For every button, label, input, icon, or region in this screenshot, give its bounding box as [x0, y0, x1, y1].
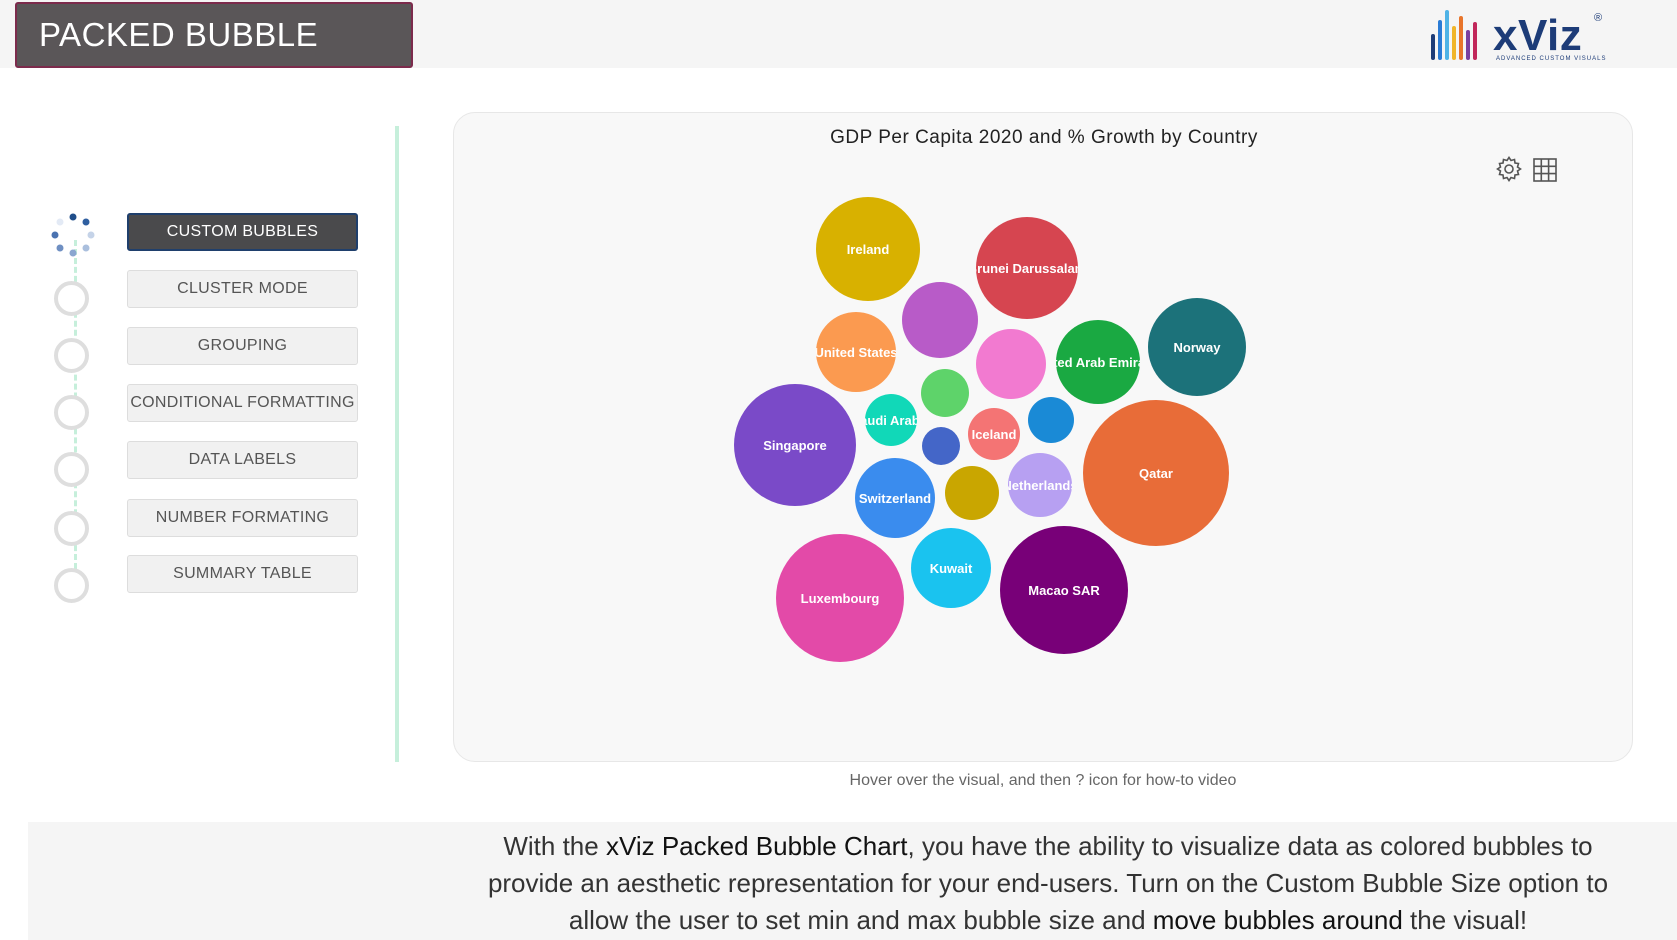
logo-registered: ® — [1594, 12, 1603, 24]
page-title: PACKED BUBBLE CHART — [15, 2, 413, 115]
logo-bar — [1431, 34, 1435, 60]
bubble-circle[interactable] — [968, 408, 1020, 460]
bubble-label: Qatar — [1139, 466, 1173, 481]
conditional-formatting-button[interactable]: CONDITIONAL FORMATTING — [127, 384, 358, 422]
bubble-circle[interactable] — [945, 466, 999, 520]
bubble[interactable]: Singapore — [734, 384, 856, 506]
bubble-circle[interactable] — [976, 329, 1046, 399]
bubble-label: Netherlands — [1002, 478, 1077, 493]
bubble[interactable]: Norway — [1148, 298, 1246, 396]
hint-text: Hover over the visual, and then ? icon f… — [849, 772, 1237, 789]
bubble[interactable]: Saudi Arabia — [852, 394, 932, 446]
bubble-circle[interactable] — [1056, 320, 1140, 404]
bubble-label: United Arab Emirates — [1032, 355, 1164, 370]
bubble-circle[interactable] — [902, 282, 978, 358]
bubble[interactable]: Netherlands — [1002, 453, 1077, 517]
bubble[interactable] — [921, 369, 969, 417]
number-formating-button[interactable]: NUMBER FORMATING — [127, 499, 358, 537]
bubble-circle[interactable] — [816, 197, 920, 301]
bubble-circle[interactable] — [1000, 526, 1128, 654]
bubble-circle[interactable] — [734, 384, 856, 506]
header-bar: PACKED BUBBLE CHART xViz ® ADVANCED CUST… — [0, 0, 1677, 115]
description-text: With the xViz Packed Bubble Chart, you h… — [478, 828, 1618, 939]
logo-bar — [1438, 20, 1442, 60]
step-circle — [54, 281, 89, 316]
bubble-label: Luxembourg — [801, 591, 880, 606]
gear-icon[interactable] — [1495, 155, 1523, 183]
bubble-label: Kuwait — [930, 561, 973, 576]
logo-subtitle: ADVANCED CUSTOM VISUALS — [1496, 56, 1607, 62]
bubble-chart-card[interactable]: GDP Per Capita 2020 and % Growth by Coun… — [453, 112, 1633, 762]
bubble[interactable]: United Arab Emirates — [1032, 320, 1164, 404]
bubble-label: United States — [814, 345, 897, 360]
bubble-label: Brunei Darussalam — [968, 261, 1087, 276]
bubble-label: Iceland — [972, 427, 1017, 442]
data-labels-button[interactable]: DATA LABELS — [127, 441, 358, 479]
bubble-circle[interactable] — [976, 217, 1078, 319]
step-circle — [54, 395, 89, 430]
logo-bar — [1473, 22, 1477, 60]
bubble-chart[interactable]: Ireland Brunei Darussalam United States Uni… — [454, 113, 1634, 763]
bubble-circle[interactable] — [911, 528, 991, 608]
logo-bar — [1452, 26, 1456, 60]
bubble[interactable] — [976, 329, 1046, 399]
bubble-label: Saudi Arabia — [852, 413, 932, 428]
bubble-label: Singapore — [763, 438, 827, 453]
chart-title: GDP Per Capita 2020 and % Growth by Coun… — [830, 127, 1258, 148]
bubble-circle[interactable] — [1028, 397, 1074, 443]
vertical-divider — [395, 126, 399, 762]
bubble[interactable] — [902, 282, 978, 358]
xviz-logo: xViz ® ADVANCED CUSTOM VISUALS — [1428, 8, 1608, 64]
logo-bar — [1445, 10, 1449, 60]
bubble-circle[interactable] — [816, 312, 896, 392]
loading-spinner-icon — [51, 213, 95, 257]
logo-bar — [1459, 16, 1463, 60]
bubble-circle[interactable] — [855, 458, 935, 538]
bubble-label: Ireland — [847, 242, 890, 257]
grouping-button[interactable]: GROUPING — [127, 327, 358, 365]
bubble-label: Macao SAR — [1028, 583, 1100, 598]
custom-bubbles-button[interactable]: CUSTOM BUBBLES — [127, 213, 358, 251]
cluster-mode-button[interactable]: CLUSTER MODE — [127, 270, 358, 308]
description-part: , you have the ability to visualize data… — [487, 831, 1609, 935]
bubble[interactable]: Switzerland — [855, 458, 935, 538]
bubble[interactable]: United States — [814, 312, 897, 392]
bubble-circle[interactable] — [865, 394, 917, 446]
bubble[interactable]: Ireland — [816, 197, 920, 301]
bubble[interactable]: Luxembourg — [776, 534, 904, 662]
description-part: the visual! — [1402, 905, 1528, 935]
bubble-label: Switzerland — [859, 491, 931, 506]
description-panel: With the xViz Packed Bubble Chart, you h… — [28, 822, 1677, 940]
step-circle — [54, 452, 89, 487]
bubble-circle[interactable] — [776, 534, 904, 662]
summary-table-button[interactable]: SUMMARY TABLE — [127, 555, 358, 593]
bubble[interactable] — [945, 466, 999, 520]
bubble[interactable]: Kuwait — [911, 528, 991, 608]
step-indicator — [48, 210, 98, 610]
bubble[interactable]: Macao SAR — [1000, 526, 1128, 654]
description-emphasis: xViz Packed Bubble Chart — [605, 831, 908, 861]
bubble[interactable]: Qatar — [1083, 400, 1229, 546]
logo-bars-icon — [1431, 10, 1477, 60]
step-circle — [54, 338, 89, 373]
logo-text: xViz — [1493, 11, 1583, 60]
bubble[interactable]: Iceland — [968, 408, 1020, 460]
step-circle — [54, 568, 89, 603]
description-emphasis: move bubbles around — [1152, 905, 1403, 935]
bubble-circle[interactable] — [921, 369, 969, 417]
bubble[interactable]: Brunei Darussalam — [968, 217, 1087, 319]
bubble-circle[interactable] — [1148, 298, 1246, 396]
description-part: With the — [503, 831, 606, 861]
bubble[interactable] — [922, 427, 960, 465]
bubble-circle[interactable] — [1083, 400, 1229, 546]
bubble[interactable] — [1028, 397, 1074, 443]
bubble-circle[interactable] — [922, 427, 960, 465]
grid-icon[interactable] — [1532, 157, 1558, 183]
bubble-label: Norway — [1174, 340, 1222, 355]
bubble-circle[interactable] — [1008, 453, 1072, 517]
logo-bar — [1466, 30, 1470, 60]
step-circle — [54, 511, 89, 546]
